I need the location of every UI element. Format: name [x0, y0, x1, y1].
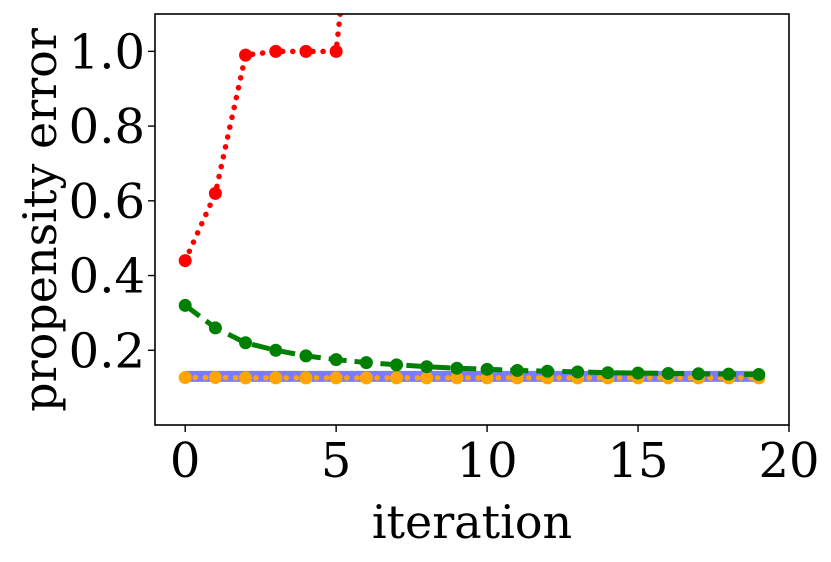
x-axis-label: iteration — [372, 495, 572, 549]
data-point-red-dotted — [178, 254, 192, 268]
data-point-green-dashed — [722, 367, 736, 381]
data-point-orange-dotted — [299, 371, 313, 385]
data-point-green-dashed — [450, 361, 464, 375]
data-point-red-dotted — [239, 48, 253, 62]
data-point-green-dashed — [239, 336, 253, 350]
data-point-green-dashed — [571, 365, 585, 379]
axes-layer: 0 5 10 15 20 0.2 0.4 0.6 0.8 1.0 — [69, 24, 820, 489]
series-green-dashed — [178, 298, 766, 382]
data-point-orange-dotted — [390, 371, 404, 385]
data-point-green-dashed — [631, 366, 645, 380]
x-tick-label: 5 — [321, 433, 352, 489]
data-point-orange-dotted — [420, 371, 434, 385]
data-point-green-dashed — [299, 349, 313, 363]
data-point-orange-dotted — [239, 371, 253, 385]
data-point-red-dotted — [299, 44, 313, 58]
data-point-orange-dotted — [208, 371, 222, 385]
data-point-red-dotted — [208, 186, 222, 200]
data-point-green-dashed — [359, 356, 373, 370]
data-point-orange-dotted — [329, 371, 343, 385]
data-point-orange-dotted — [359, 371, 373, 385]
series-line-red-dotted — [182, 14, 343, 264]
data-point-green-dashed — [510, 363, 524, 377]
x-tick-label: 20 — [758, 433, 819, 489]
data-point-red-dotted — [269, 44, 283, 58]
y-tick-label: 0.4 — [69, 249, 145, 305]
data-point-green-dashed — [661, 366, 675, 380]
data-point-green-dashed — [480, 362, 494, 376]
y-tick-label: 0.8 — [69, 99, 145, 155]
data-point-green-dashed — [208, 321, 222, 335]
data-point-red-dotted — [329, 44, 343, 58]
data-point-green-dashed — [329, 353, 343, 367]
series-layer — [178, 14, 766, 385]
data-point-green-dashed — [390, 358, 404, 372]
data-point-green-dashed — [178, 298, 192, 312]
data-point-green-dashed — [420, 360, 434, 374]
y-tick-label: 0.2 — [69, 323, 145, 379]
series-red-dotted — [178, 14, 343, 268]
y-axis-label: propensity error — [13, 28, 67, 412]
plot-frame — [154, 13, 790, 426]
data-point-orange-dotted — [178, 371, 192, 385]
data-point-green-dashed — [269, 343, 283, 357]
data-point-green-dashed — [601, 366, 615, 380]
data-point-green-dashed — [752, 368, 766, 382]
x-tick-label: 10 — [457, 433, 518, 489]
x-tick-label: 15 — [608, 433, 669, 489]
y-tick-label: 0.6 — [69, 174, 145, 230]
data-point-orange-dotted — [450, 371, 464, 385]
data-point-orange-dotted — [269, 371, 283, 385]
series-line-green-dashed — [183, 303, 759, 378]
x-tick-label: 0 — [170, 433, 201, 489]
data-point-green-dashed — [540, 364, 554, 378]
y-tick-label: 1.0 — [69, 24, 145, 80]
data-point-green-dashed — [691, 367, 705, 381]
